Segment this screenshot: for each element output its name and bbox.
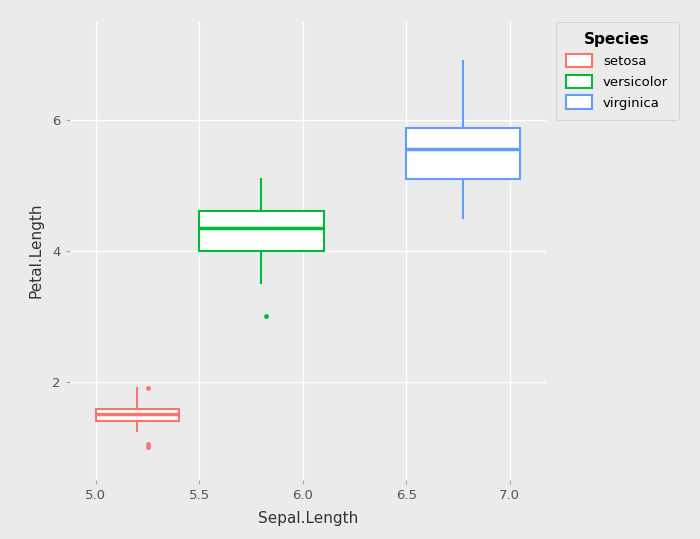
- Y-axis label: Petal.Length: Petal.Length: [29, 203, 43, 299]
- Bar: [96, 409, 178, 421]
- Bar: [406, 128, 520, 178]
- X-axis label: Sepal.Length: Sepal.Length: [258, 511, 358, 526]
- Bar: [199, 211, 323, 251]
- Legend: setosa, versicolor, virginica: setosa, versicolor, virginica: [556, 22, 679, 120]
